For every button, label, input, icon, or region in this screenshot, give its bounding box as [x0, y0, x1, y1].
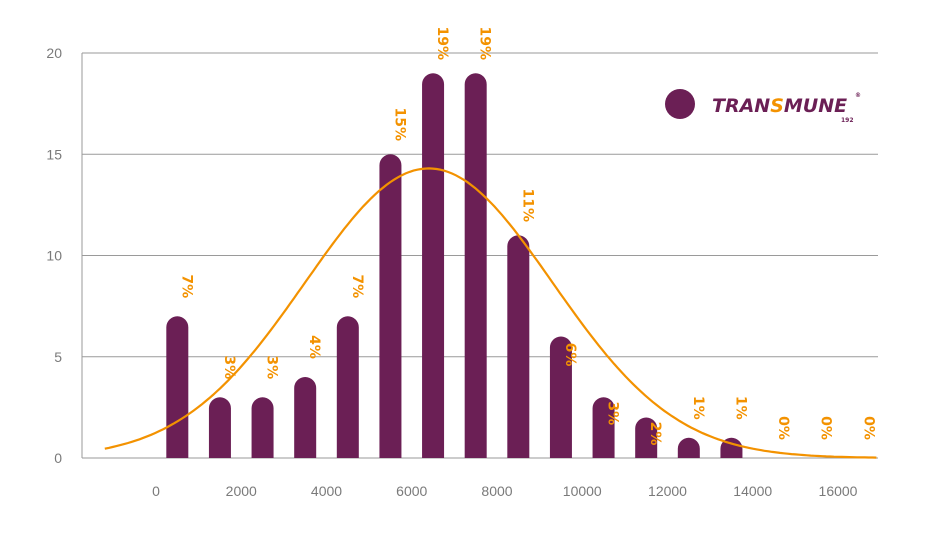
- bar-value-label: 11%: [519, 188, 535, 222]
- bar: [507, 235, 530, 458]
- bar-value-label: 2%: [647, 422, 663, 446]
- y-tick-label: 0: [54, 450, 62, 466]
- bar-labels: 7% 3% 3% 4% 7% 15% 19% 19% 11% 6% 3% 2% 1% 1% 0% 0% 0%: [178, 26, 876, 445]
- y-tick-label: 15: [46, 146, 62, 162]
- bar-value-label: 15%: [391, 107, 407, 141]
- bar: [251, 397, 274, 458]
- x-tick-label: 4000: [311, 483, 342, 499]
- x-tick-label: 12000: [648, 483, 687, 499]
- bar: [294, 377, 317, 458]
- y-tick-label: 20: [46, 45, 62, 61]
- bar-value-label: 19%: [477, 26, 493, 60]
- bar-value-label: 6%: [562, 343, 578, 367]
- brand-trademark: ®: [855, 92, 861, 99]
- bar: [336, 316, 359, 458]
- x-tick-label: 0: [152, 483, 160, 499]
- y-tick-label: 10: [46, 248, 62, 264]
- bars: [166, 73, 743, 458]
- x-tick-label: 10000: [563, 483, 602, 499]
- bar-value-label: 4%: [306, 335, 322, 359]
- brand-name: TRANSMUNE: [712, 95, 847, 117]
- bar-value-label: 0%: [775, 416, 791, 440]
- brand-dot-icon: [665, 89, 695, 119]
- x-tick-label: 14000: [733, 483, 772, 499]
- bar: [422, 73, 445, 458]
- bar: [635, 417, 658, 458]
- x-tick-label: 16000: [819, 483, 858, 499]
- bar-value-label: 0%: [818, 416, 834, 440]
- bar: [379, 154, 402, 458]
- bar-value-label: 3%: [221, 355, 237, 379]
- bar-value-label: 0%: [860, 416, 876, 440]
- x-tick-label: 2000: [226, 483, 257, 499]
- bar-value-label: 19%: [434, 26, 450, 60]
- bar: [208, 397, 231, 458]
- bar: [464, 73, 487, 458]
- bar-value-label: 3%: [264, 355, 280, 379]
- y-axis: 0 5 10 15 20: [46, 45, 62, 466]
- bar: [592, 397, 615, 458]
- bar-value-label: 7%: [349, 274, 365, 298]
- normal-curve: [104, 167, 877, 459]
- x-tick-label: 6000: [396, 483, 427, 499]
- bar: [166, 316, 189, 458]
- x-tick-label: 8000: [481, 483, 512, 499]
- bar: [549, 336, 572, 458]
- bar-value-label: 7%: [178, 274, 194, 298]
- bar: [677, 437, 700, 458]
- bar-value-label: 1%: [732, 396, 748, 420]
- bar-value-label: 1%: [690, 396, 706, 420]
- x-axis: 0 2000 4000 6000 8000 10000 12000 14000 16000: [152, 483, 858, 499]
- brand-logo: TRANSMUNE ® 192: [665, 89, 861, 124]
- bar-value-label: 3%: [605, 401, 621, 425]
- y-tick-label: 5: [54, 349, 62, 365]
- brand-subtext: 192: [841, 117, 854, 124]
